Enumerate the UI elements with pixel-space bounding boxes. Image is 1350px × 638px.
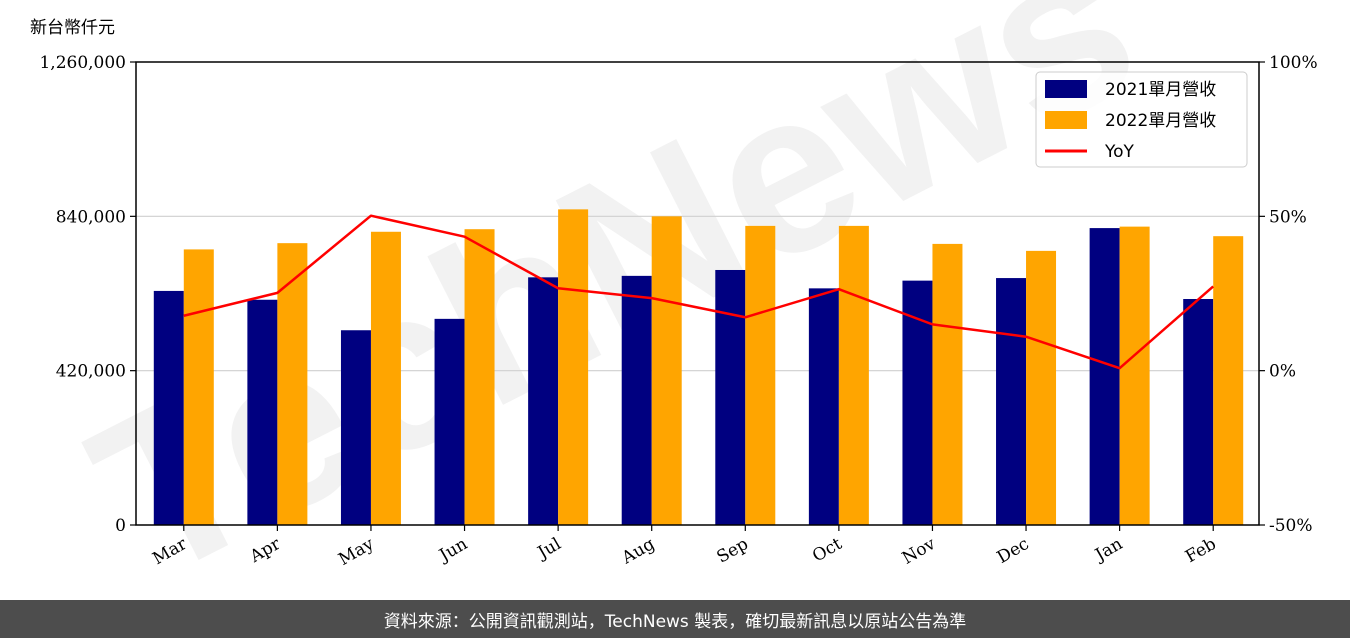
left-tick-label: 420,000 <box>56 362 126 382</box>
left-tick-label: 1,260,000 <box>39 53 126 73</box>
bar-2022-may <box>370 231 401 525</box>
legend-swatch <box>1045 111 1087 129</box>
bar-2021-feb <box>1183 299 1214 525</box>
x-tick-label: Feb <box>1182 534 1220 567</box>
plot-frame <box>135 61 1260 526</box>
right-tick-label: 0% <box>1269 362 1296 382</box>
yoy-line-series <box>183 214 1215 370</box>
x-tick-label: Aug <box>618 534 659 569</box>
bar-2021-nov <box>902 280 933 525</box>
x-tick-label: Dec <box>994 534 1033 568</box>
left-tick-label: 840,000 <box>56 207 126 227</box>
x-tick-label: Sep <box>714 534 752 568</box>
x-tick-label: Nov <box>899 534 939 569</box>
right-tick-label: -50% <box>1269 516 1313 536</box>
bar-2022-oct <box>838 225 869 525</box>
bar-2022-nov <box>932 243 963 525</box>
bar-series <box>153 209 1244 526</box>
bar-2022-dec <box>1026 250 1057 525</box>
revenue-chart: 新台幣仟元 TechNews 0420,000840,0001,260,000-… <box>30 0 1318 600</box>
right-tick-label: 50% <box>1269 207 1307 227</box>
legend-label: 2022單月營收 <box>1105 111 1216 131</box>
bar-2021-may <box>340 330 371 525</box>
x-tick-label: Jan <box>1090 534 1126 566</box>
gridlines <box>136 215 1259 372</box>
bar-2022-jan <box>1119 226 1150 525</box>
x-tick-label: Jul <box>533 534 565 564</box>
bar-2022-jun <box>464 229 495 525</box>
bar-2022-jul <box>558 209 589 525</box>
footer-text: 資料來源：公開資訊觀測站，TechNews 製表，確切最新訊息以原站公告為準 <box>383 611 967 632</box>
legend-label: 2021單月營收 <box>1105 80 1216 100</box>
y-unit-label: 新台幣仟元 <box>30 18 115 38</box>
bar-2021-dec <box>996 278 1027 525</box>
bar-2021-aug <box>621 275 652 525</box>
x-tick-label: Jun <box>434 534 471 567</box>
legend-swatch <box>1045 80 1087 98</box>
bar-2022-sep <box>745 225 776 525</box>
bar-2022-mar <box>183 249 214 525</box>
legend-label: YoY <box>1104 142 1135 162</box>
bar-2022-feb <box>1213 236 1244 525</box>
bar-2021-jan <box>1089 228 1120 526</box>
bar-2021-jun <box>434 318 465 525</box>
bar-2021-oct <box>808 288 839 525</box>
bar-2022-aug <box>651 216 682 526</box>
right-tick-label: 100% <box>1269 53 1318 73</box>
x-tick-label: Oct <box>809 534 845 567</box>
bar-2021-mar <box>153 290 184 525</box>
source-footer: 資料來源：公開資訊觀測站，TechNews 製表，確切最新訊息以原站公告為準 <box>0 600 1350 638</box>
bar-2021-sep <box>715 269 746 525</box>
bar-2021-jul <box>528 277 559 525</box>
yoy-line <box>183 214 1215 370</box>
left-tick-label: 0 <box>115 516 126 536</box>
bar-2021-apr <box>247 299 278 525</box>
bar-2022-apr <box>277 243 308 525</box>
legend-box <box>1035 71 1248 168</box>
legend: 2021單月營收 2022單月營收 YoY <box>1035 71 1248 168</box>
